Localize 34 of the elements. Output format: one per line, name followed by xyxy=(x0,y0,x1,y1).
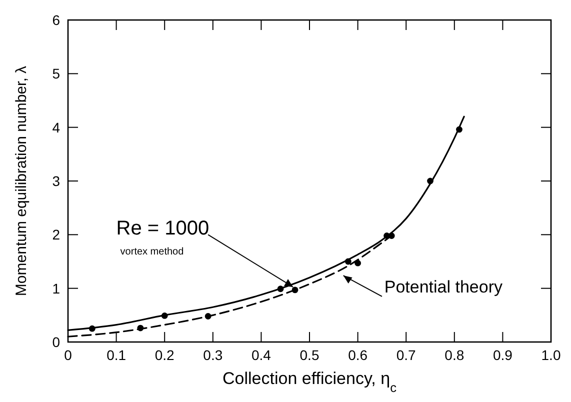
point xyxy=(292,286,298,294)
y-tick-label: 0 xyxy=(52,334,60,350)
y-tick-label: 3 xyxy=(52,173,60,189)
x-tick-label: 0 xyxy=(64,347,72,363)
x-tick-label: 0.9 xyxy=(492,347,513,363)
point xyxy=(354,260,361,266)
point xyxy=(161,312,168,319)
x-tick-label: 0.5 xyxy=(300,347,320,363)
point xyxy=(388,232,395,239)
point xyxy=(456,126,462,133)
y-tick-label: 6 xyxy=(52,12,60,28)
point xyxy=(427,178,434,184)
annotation: Re = 1000 xyxy=(116,218,210,240)
y-tick-label: 5 xyxy=(52,66,60,82)
point xyxy=(344,258,352,265)
x-tick-label: 0.4 xyxy=(251,347,272,363)
x-axis-title: Collection efficiency, η$_{c}$ xyxy=(222,369,398,394)
x-tick-label: 0.6 xyxy=(348,347,368,363)
x-tick-label: 0.3 xyxy=(203,347,223,363)
x-tick-label: 1.0 xyxy=(541,347,561,363)
y-axis-title: Momentum equilibration number, λ xyxy=(13,65,30,296)
y-tick-label: 2 xyxy=(52,226,60,243)
annotation: vortex method xyxy=(120,246,184,258)
y-tick-label: 4 xyxy=(52,119,60,136)
point xyxy=(137,324,144,332)
x-tick-label: 0.7 xyxy=(396,347,416,363)
x-tick-label: 0.1 xyxy=(106,347,126,363)
point xyxy=(204,313,212,320)
x-tick-label: 0.8 xyxy=(444,347,464,363)
y-tick-label: 1 xyxy=(52,280,60,296)
annotation: Potential theory xyxy=(384,278,503,297)
x-tick-label: 0.2 xyxy=(154,347,175,363)
point xyxy=(277,286,284,292)
point xyxy=(88,325,96,332)
